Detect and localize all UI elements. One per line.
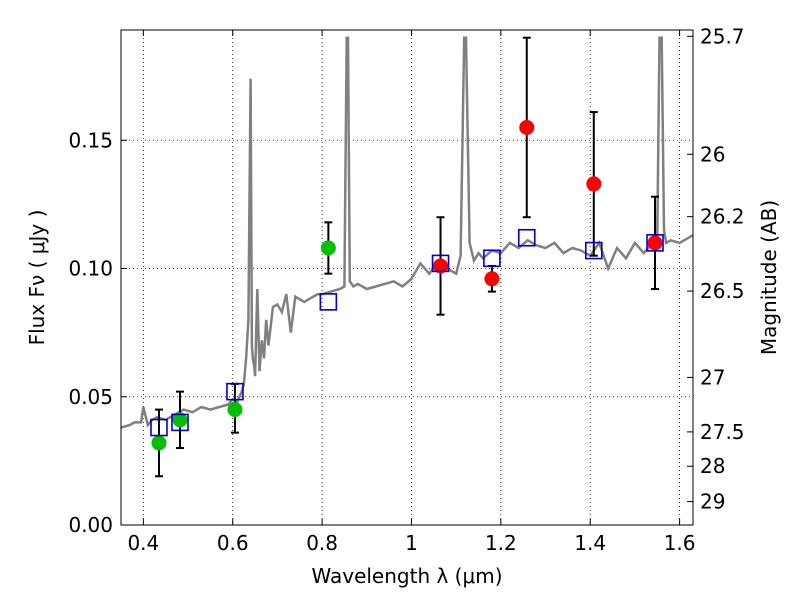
magnitude-tick-label: 25.7 [700,24,745,48]
infrared-data-point [519,119,535,135]
magnitude-tick-label: 29 [700,490,725,514]
model-flux-square [226,382,244,401]
magnitude-axis-label: Magnitude (AB) [757,200,781,355]
infrared-data-point [484,271,500,287]
model-flux-square [319,293,338,311]
x-tick-label: 1.4 [574,531,606,555]
model-flux-square [483,249,501,268]
x-axis-label: Wavelength λ (μm) [311,564,502,588]
magnitude-tick-label: 26.5 [700,279,745,303]
x-tick-label: 1.6 [664,531,696,555]
y-axis-label: Flux Fν ( μJy ) [25,210,49,346]
x-tick-label: 0.6 [217,531,249,555]
x-tick-label: 0.4 [127,531,159,555]
y-tick-label: 0.10 [68,257,113,281]
template-spectrum-line [121,36,693,429]
model-flux-square [150,418,168,437]
model-flux-square [431,254,450,273]
x-tick-label: 1.2 [485,531,517,555]
optical-data-point [227,402,243,418]
grid [121,30,693,526]
y-tick-label: 0.15 [68,128,113,152]
x-tick-label: 1 [405,531,418,555]
model-flux-square [584,241,603,260]
model-flux-square [517,228,536,247]
infrared-data-point [647,235,663,251]
model-flux-square [646,234,664,252]
magnitude-tick-label: 26.2 [700,205,745,229]
infrared-data-point [586,176,602,192]
y-tick-label: 0.05 [68,385,113,409]
magnitude-tick-label: 26 [700,142,725,166]
plot-frame [120,29,694,526]
magnitude-tick-label: 27.5 [700,420,745,444]
magnitude-tick-label: 28 [700,454,725,478]
optical-data-point [320,240,336,256]
x-tick-label: 0.8 [306,531,338,555]
optical-data-point [151,435,167,451]
y-tick-label: 0.00 [68,513,113,537]
magnitude-tick-label: 27 [700,365,725,389]
infrared-data-point [433,258,449,274]
optical-data-point [172,412,188,428]
model-flux-square [171,413,189,432]
